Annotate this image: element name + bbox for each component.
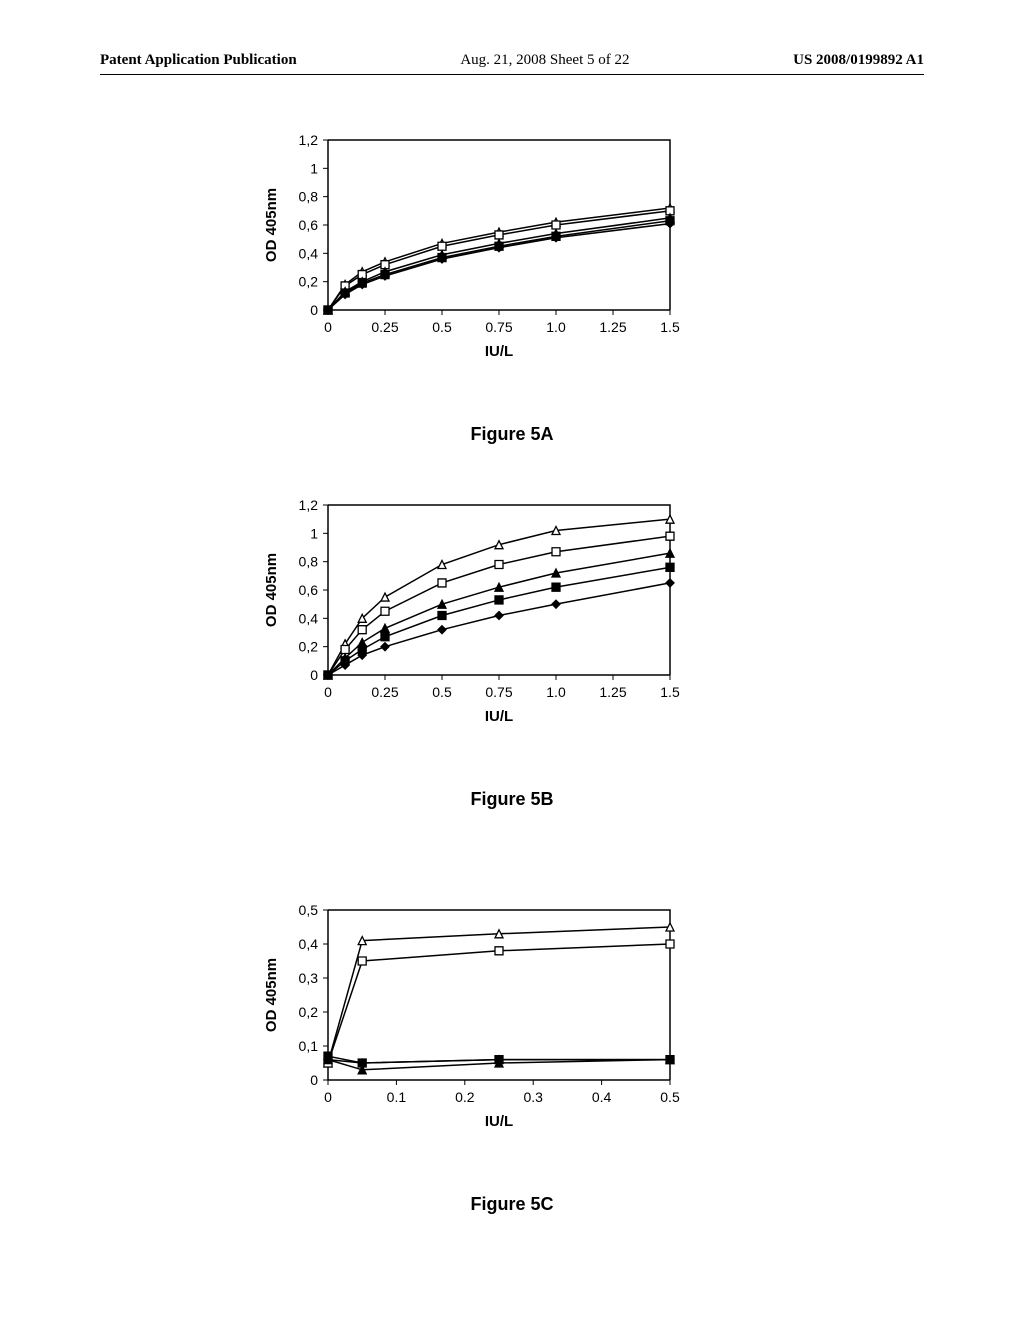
header-left: Patent Application Publication [100, 52, 297, 69]
svg-text:0,2: 0,2 [299, 639, 319, 655]
chart-b-svg: 0 0,2 0,4 0,6 0,8 1 1,2 0 0.25 0.5 0.75 1.0 1.25 1.5 O… [250, 495, 690, 775]
svg-text:0.2: 0.2 [455, 1089, 475, 1105]
svg-text:0,6: 0,6 [299, 582, 319, 598]
svg-text:0.75: 0.75 [485, 319, 512, 335]
svg-text:1.5: 1.5 [660, 319, 680, 335]
svg-text:1.25: 1.25 [599, 319, 626, 335]
svg-text:0,8: 0,8 [299, 189, 319, 205]
svg-text:OD 405nm: OD 405nm [263, 958, 280, 1032]
svg-text:0,1: 0,1 [299, 1038, 319, 1054]
svg-text:0,4: 0,4 [299, 245, 319, 261]
svg-text:0.5: 0.5 [432, 319, 452, 335]
svg-text:0: 0 [310, 302, 318, 318]
header-rule [100, 74, 924, 75]
chart-b-block: 0 0,2 0,4 0,6 0,8 1 1,2 0 0.25 0.5 0.75 1.0 1.25 1.5 O… [250, 495, 774, 810]
svg-text:IU/L: IU/L [485, 1113, 513, 1130]
svg-text:1: 1 [310, 525, 318, 541]
svg-text:1.5: 1.5 [660, 684, 680, 700]
svg-text:IU/L: IU/L [485, 343, 513, 360]
header-center: Aug. 21, 2008 Sheet 5 of 22 [460, 52, 629, 69]
svg-text:0,5: 0,5 [299, 902, 319, 918]
page-header: Patent Application Publication Aug. 21, … [0, 52, 1024, 69]
svg-text:0: 0 [324, 319, 332, 335]
svg-text:0.4: 0.4 [592, 1089, 612, 1105]
svg-text:1.25: 1.25 [599, 684, 626, 700]
svg-text:0,6: 0,6 [299, 217, 319, 233]
svg-text:1.0: 1.0 [546, 684, 566, 700]
svg-text:0,2: 0,2 [299, 1004, 319, 1020]
svg-text:0.1: 0.1 [387, 1089, 407, 1105]
svg-text:0.3: 0.3 [523, 1089, 543, 1105]
chart-a-svg: 0 0,2 0,4 0,6 0,8 1 1,2 0 0.25 0.5 0.75 1.0 1.25 1.5 O… [250, 130, 690, 410]
chart-c-caption: Figure 5C [250, 1194, 774, 1215]
chart-a-block: 0 0,2 0,4 0,6 0,8 1 1,2 0 0.25 0.5 0.75 1.0 1.25 1.5 O… [250, 130, 774, 445]
svg-text:OD 405nm: OD 405nm [263, 188, 280, 262]
chart-c-svg: 0 0,1 0,2 0,3 0,4 0,5 0 0.1 0.2 0.3 0.4 0.5 OD 405nm… [250, 900, 690, 1180]
svg-text:1: 1 [310, 160, 318, 176]
svg-text:0.5: 0.5 [660, 1089, 680, 1105]
chart-b-caption: Figure 5B [250, 789, 774, 810]
svg-text:0: 0 [324, 1089, 332, 1105]
svg-text:0,2: 0,2 [299, 274, 319, 290]
svg-text:0,8: 0,8 [299, 554, 319, 570]
svg-text:0.25: 0.25 [371, 684, 398, 700]
svg-text:1,2: 1,2 [299, 497, 319, 513]
svg-text:0,4: 0,4 [299, 610, 319, 626]
svg-text:0: 0 [310, 1072, 318, 1088]
svg-text:0.5: 0.5 [432, 684, 452, 700]
svg-text:0.25: 0.25 [371, 319, 398, 335]
chart-a-caption: Figure 5A [250, 424, 774, 445]
svg-text:0,4: 0,4 [299, 936, 319, 952]
header-right: US 2008/0199892 A1 [793, 52, 924, 69]
svg-text:0.75: 0.75 [485, 684, 512, 700]
svg-text:0: 0 [324, 684, 332, 700]
svg-text:OD 405nm: OD 405nm [263, 553, 280, 627]
svg-text:1.0: 1.0 [546, 319, 566, 335]
svg-text:IU/L: IU/L [485, 708, 513, 725]
chart-c-block: 0 0,1 0,2 0,3 0,4 0,5 0 0.1 0.2 0.3 0.4 0.5 OD 405nm… [250, 900, 774, 1215]
svg-text:0,3: 0,3 [299, 970, 319, 986]
svg-text:0: 0 [310, 667, 318, 683]
svg-text:1,2: 1,2 [299, 132, 319, 148]
